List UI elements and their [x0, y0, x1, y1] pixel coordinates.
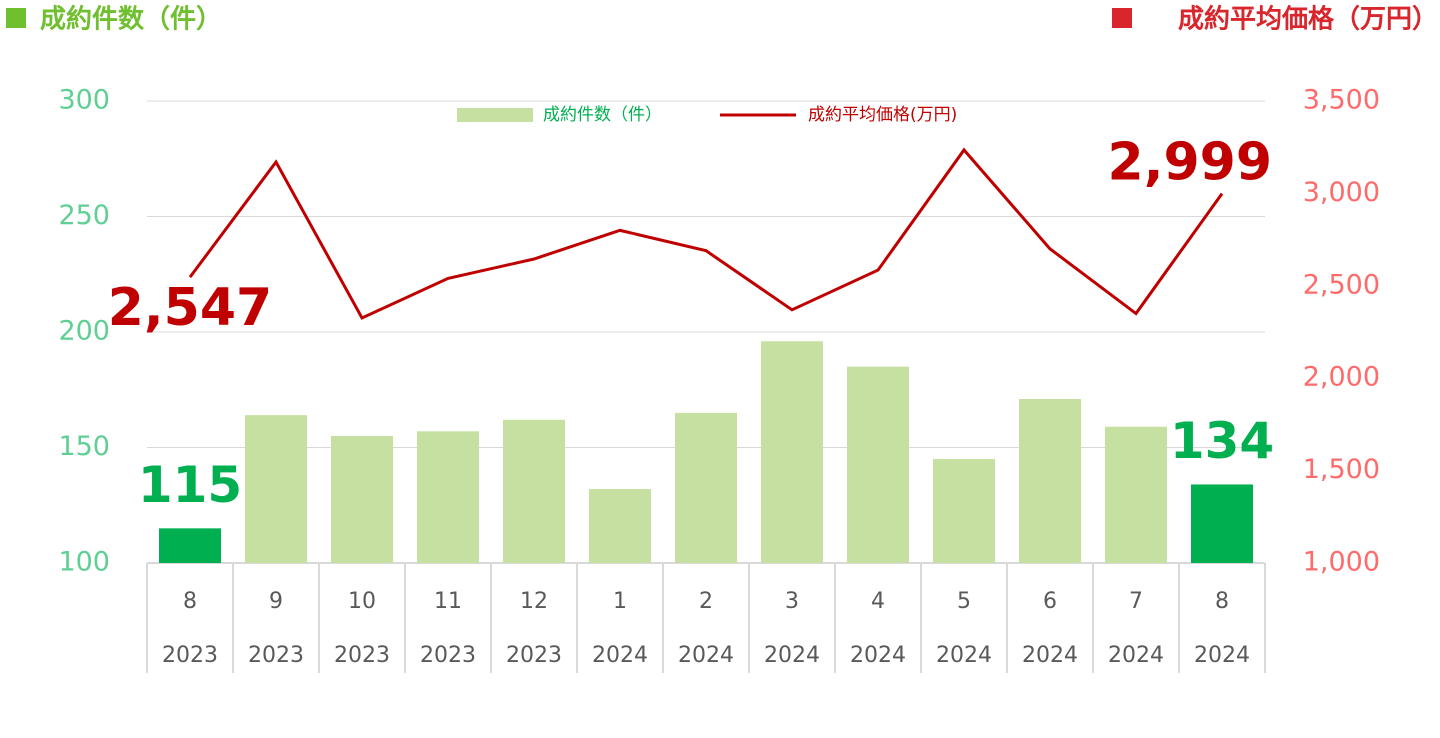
bar	[761, 341, 823, 563]
x-tick-label: 12	[520, 589, 548, 614]
bar	[159, 528, 221, 563]
line-value-label: 2,999	[1108, 133, 1272, 193]
bar	[503, 419, 565, 563]
x-tick-year: 2023	[506, 643, 562, 668]
x-tick-year: 2023	[248, 643, 304, 668]
line-value-label: 2,547	[108, 278, 272, 338]
x-tick-year: 2024	[1022, 643, 1078, 668]
y2-tick-label: 2,000	[1303, 362, 1380, 393]
bar	[1105, 426, 1167, 563]
x-tick-label: 2	[699, 589, 713, 614]
y2-tick-label: 2,500	[1303, 269, 1380, 300]
y-tick-label: 100	[58, 547, 110, 578]
legend-label: 成約件数（件）	[543, 105, 662, 125]
x-tick-year: 2023	[162, 643, 218, 668]
x-tick-label: 8	[1215, 589, 1229, 614]
bar	[589, 489, 651, 563]
bar	[847, 366, 909, 563]
y2-tick-label: 1,000	[1303, 547, 1380, 578]
x-tick-year: 2024	[850, 643, 906, 668]
x-tick-label: 11	[434, 589, 462, 614]
header-marker	[6, 8, 26, 28]
y-tick-label: 200	[58, 316, 110, 347]
bar	[1191, 484, 1253, 563]
bar	[417, 431, 479, 563]
bar	[675, 412, 737, 563]
header-marker	[1112, 8, 1132, 28]
x-tick-label: 6	[1043, 589, 1057, 614]
bar-value-label: 134	[1170, 412, 1274, 470]
bar	[331, 435, 393, 563]
y-axis-title: 成約件数（件）	[40, 4, 222, 35]
line	[188, 147, 1224, 320]
legend-label: 成約平均価格(万円)	[808, 105, 957, 125]
bar	[1019, 398, 1081, 563]
x-tick-label: 8	[183, 589, 197, 614]
y-tick-label: 250	[58, 200, 110, 231]
x-tick-label: 7	[1129, 589, 1143, 614]
x-tick-label: 3	[785, 589, 799, 614]
x-tick-year: 2024	[1108, 643, 1164, 668]
x-tick-year: 2023	[334, 643, 390, 668]
x-tick-label: 5	[957, 589, 971, 614]
x-tick-label: 10	[348, 589, 376, 614]
x-tick-year: 2024	[1194, 643, 1250, 668]
y2-tick-label: 1,500	[1303, 454, 1380, 485]
y2-tick-label: 3,000	[1303, 177, 1380, 208]
bar	[933, 459, 995, 563]
x-tick-year: 2024	[764, 643, 820, 668]
legend-swatch	[457, 108, 533, 122]
x-tick-label: 1	[613, 589, 627, 614]
y2-tick-label: 3,500	[1303, 85, 1380, 116]
y-tick-label: 300	[58, 85, 110, 116]
x-tick-year: 2023	[420, 643, 476, 668]
x-tick-label: 9	[269, 589, 283, 614]
bar-value-label: 115	[138, 456, 242, 514]
y2-axis-title: 成約平均価格（万円）	[1178, 4, 1438, 35]
x-tick-year: 2024	[592, 643, 648, 668]
bar	[245, 415, 307, 563]
y-tick-label: 150	[58, 431, 110, 462]
x-tick-year: 2024	[936, 643, 992, 668]
x-tick-year: 2024	[678, 643, 734, 668]
x-tick-label: 4	[871, 589, 885, 614]
